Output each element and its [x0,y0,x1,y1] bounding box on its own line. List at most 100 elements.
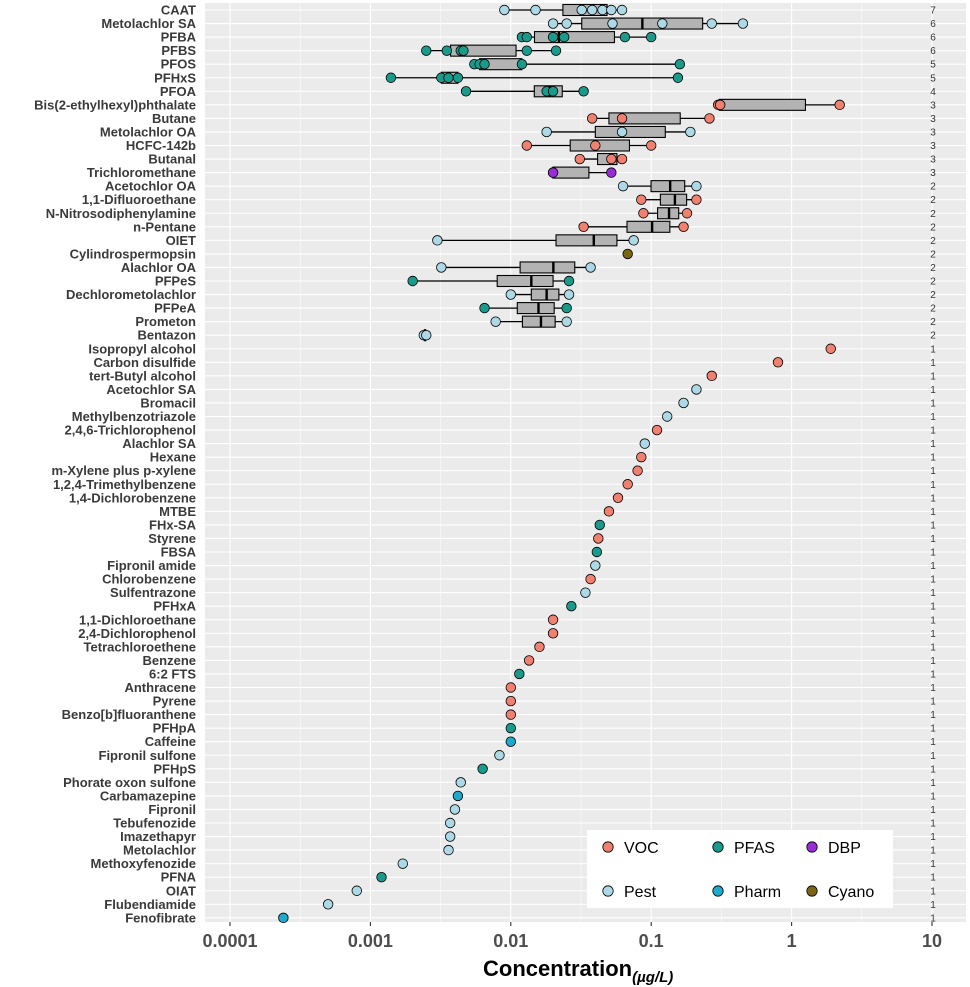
count-label: 4 [930,87,936,98]
data-point [617,180,629,192]
compound-label: Benzo[b]fluoranthene [62,707,196,722]
x-tick-label: 0.001 [348,931,393,951]
compound-label: PFHxS [154,70,196,85]
data-point [541,126,552,138]
box [521,315,556,328]
x-tick-label: 0.1 [639,931,664,951]
data-point [606,153,617,165]
data-point [587,4,598,16]
data-point [547,167,559,178]
compound-label: Metolachlor [123,843,196,858]
data-point [691,180,702,192]
data-point [574,153,585,165]
data-point [681,208,693,219]
data-point [452,72,464,83]
compound-label: Fenofibrate [125,910,196,925]
compound-label: m-Xylene plus p-xylene [52,463,197,478]
compound-label: 6:2 FTS [149,666,196,681]
data-point [619,31,631,43]
data-point [661,411,673,422]
compound-label: Pyrene [153,694,196,709]
data-point [479,58,490,70]
data-point [558,31,570,43]
count-label: 1 [930,548,936,559]
count-label: 1 [930,669,936,680]
box [533,31,616,44]
count-label: 1 [930,778,936,789]
compound-label: Alachlor OA [121,260,197,275]
points [278,4,845,924]
data-point [566,601,577,612]
data-point [407,275,418,287]
data-point [580,587,591,598]
count-label: 3 [930,155,936,166]
data-point [772,357,784,368]
count-label: 2 [930,236,936,247]
data-point [606,167,617,178]
count-label: 2 [930,304,936,315]
data-point [706,370,717,382]
compound-label: Bis(2-ethylhexyl)phthalate [34,97,196,112]
count-label: 1 [930,615,936,626]
data-point [322,899,334,910]
data-point [550,45,562,56]
data-point [593,533,604,544]
data-point [622,248,633,260]
data-point [628,235,639,246]
data-point [674,58,686,70]
x-axis-title: Concentration(µg/L) [483,956,673,986]
count-label: 3 [930,114,936,125]
data-point [685,126,696,138]
count-label: 1 [930,900,936,911]
data-point [521,45,532,56]
data-point [444,831,456,842]
compound-label: Anthracene [124,680,196,695]
count-label: 2 [930,277,936,288]
data-point [678,221,689,233]
data-point [563,275,575,287]
data-point [578,86,589,97]
legend-key [712,841,724,853]
count-label: 1 [930,480,936,491]
count-label: 2 [930,290,936,301]
data-point [421,330,432,341]
count-label: 2 [930,249,936,260]
data-point [834,99,845,111]
data-point [436,262,447,273]
compound-label: Methylbenzotriazole [72,409,196,424]
compound-label: PFBS [161,43,196,58]
count-label: 1 [930,697,936,708]
compound-label: MTBE [159,504,196,519]
data-point [530,4,541,16]
compound-label: Butanal [148,152,196,167]
data-point [376,872,387,883]
compound-label: N-Nitrosodiphenylamine [46,206,196,221]
data-point [385,72,397,83]
compound-label: OIAT [166,883,196,898]
compound-label: PFOA [160,84,197,99]
data-point [691,384,702,395]
data-point [638,208,649,219]
data-point [443,72,454,83]
box [594,125,666,138]
data-point [421,45,432,56]
count-label: 1 [930,683,936,694]
data-point [397,858,408,869]
data-point [585,573,596,585]
data-point [639,438,650,449]
count-label: 3 [930,127,936,138]
count-label: 1 [930,832,936,843]
data-point [505,722,517,734]
box [555,234,618,247]
data-point [578,221,589,233]
count-labels: 7 6 6 6 5 5 4 3 3 3 3 3 3 2 2 2 2 2 2 2 2 2 2 2 2 1 1 1 1 1 1 1 1 1 1 1 1 1 1 1… [930,6,936,925]
compound-label: Tetrachloroethene [84,639,196,654]
compound-label: Tebufenozide [113,816,196,831]
data-point [505,695,517,707]
count-label: 1 [930,805,936,816]
box [519,261,576,274]
data-point [514,668,525,680]
compound-label: Acetochlor OA [105,179,197,194]
data-point [616,153,628,165]
